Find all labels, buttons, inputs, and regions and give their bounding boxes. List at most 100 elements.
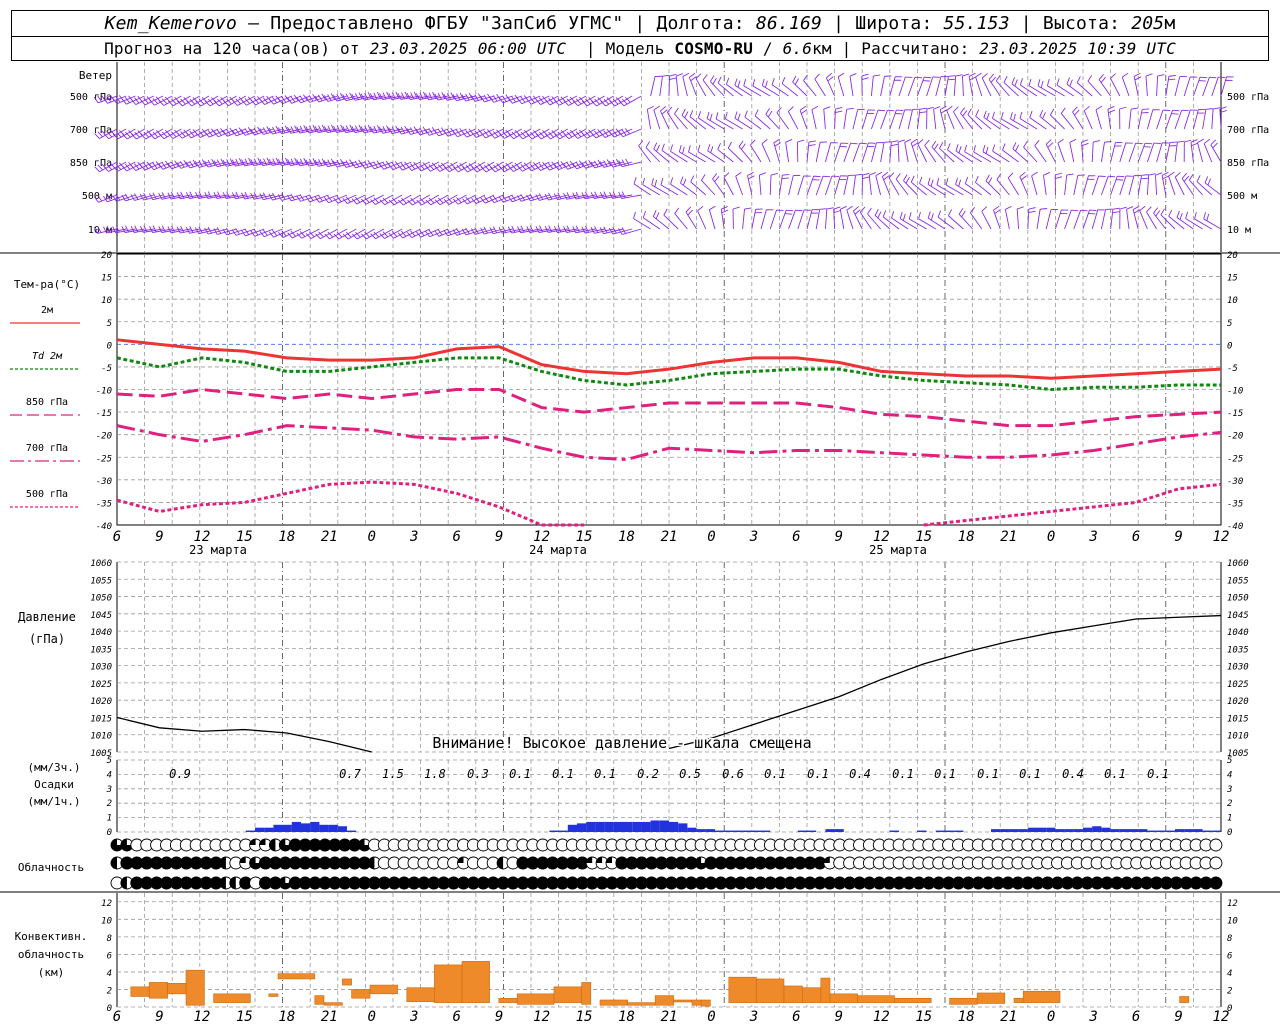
- wind-barb: [931, 140, 946, 163]
- wind-barb: [769, 173, 778, 196]
- conv-bar: [581, 982, 592, 1005]
- wind-barb: [674, 107, 688, 130]
- wind-barb: [823, 106, 831, 130]
- conv-x-tick: 12: [1213, 1009, 1230, 1024]
- wind-barb: [305, 124, 329, 134]
- wind-barb: [859, 206, 872, 230]
- wind-barb: [194, 159, 219, 168]
- wind-barb: [724, 111, 743, 130]
- precip-bar: [659, 820, 669, 832]
- precip-tick-left: 3: [106, 785, 112, 795]
- pressure-tick-right: 1035: [1227, 645, 1249, 655]
- wind-barb: [995, 74, 1010, 97]
- wind-barb: [462, 194, 486, 205]
- wind-barb: [480, 128, 504, 139]
- temp-legend-label: 700 гПа: [26, 443, 68, 454]
- precip-bar: [1009, 829, 1019, 832]
- wind-barb: [652, 209, 670, 230]
- precip-bar: [1027, 827, 1037, 832]
- wind-barb: [121, 225, 145, 234]
- wind-barb: [277, 95, 302, 105]
- wind-barb: [287, 157, 311, 167]
- wind-barb: [471, 194, 495, 204]
- precip-bar: [310, 821, 320, 832]
- wind-barb: [489, 194, 513, 204]
- wind-barb: [103, 161, 127, 172]
- conv-tick-left: 6: [107, 951, 112, 961]
- cloud-title: Облачность: [18, 861, 84, 874]
- temp-tick-right: 0: [1227, 341, 1232, 351]
- wind-barb: [323, 93, 348, 102]
- cloud-symbol: [694, 856, 708, 870]
- temp-title: Тем-ра(°С): [14, 278, 80, 291]
- wind-barb: [758, 172, 767, 196]
- wind-barb: [434, 127, 458, 137]
- precip-3h-total: 0.1: [552, 767, 574, 781]
- wind-barb: [379, 125, 403, 134]
- cloud-quarter: [586, 857, 593, 863]
- conv-tick-left: 12: [101, 899, 112, 909]
- wind-barb: [1185, 211, 1203, 230]
- precip-bar: [1184, 829, 1194, 832]
- conv-bar: [673, 999, 693, 1003]
- pressure-tick-left: 1020: [90, 697, 112, 707]
- conv-bar: [756, 978, 785, 1003]
- wind-barb: [498, 226, 522, 234]
- wind-barb: [891, 211, 909, 230]
- wind-barb: [688, 72, 698, 97]
- wind-barb: [880, 109, 895, 130]
- wind-barb: [103, 225, 127, 234]
- wind-barb: [651, 178, 670, 196]
- wind-barb: [870, 74, 881, 97]
- pressure-tick-left: 1035: [90, 645, 112, 655]
- precip-bar: [834, 829, 844, 832]
- wind-barb: [609, 191, 633, 199]
- wind-barb: [176, 191, 200, 200]
- precip-bar: [1046, 827, 1056, 832]
- wind-barb: [231, 127, 256, 137]
- pressure-tick-left: 1010: [90, 732, 112, 742]
- pressure-tick-right: 1060: [1227, 559, 1249, 569]
- cloud-threequarter: [249, 857, 262, 870]
- wind-barb: [1028, 78, 1047, 97]
- wind-barb: [815, 175, 831, 196]
- wind-barb: [213, 128, 237, 138]
- wind-barb: [332, 158, 357, 168]
- precip-3h-total: 0.2: [637, 767, 659, 781]
- wind-barb: [888, 172, 900, 196]
- precip-3h-total: 0.6: [722, 767, 744, 781]
- pressure-tick-right: 1055: [1227, 576, 1249, 586]
- wind-barb: [806, 209, 820, 230]
- precip-bar: [1000, 829, 1010, 832]
- wind-barb: [1176, 210, 1194, 230]
- wind-barb: [93, 194, 118, 203]
- precip-bar: [549, 830, 559, 832]
- temp-tick-right: 15: [1227, 274, 1238, 284]
- temp-x-tick: 9: [1174, 529, 1182, 545]
- cloud-quarter: [606, 857, 612, 863]
- wind-barb: [1004, 205, 1012, 230]
- pressure-tick-right: 1030: [1227, 663, 1249, 673]
- conv-x-tick: 9: [155, 1009, 163, 1024]
- wind-barb: [590, 159, 614, 169]
- pressure-tick-left: 1060: [90, 559, 112, 569]
- conv-tick-right: 10: [1227, 916, 1238, 926]
- wind-barb: [861, 73, 869, 97]
- wind-barb: [498, 194, 522, 203]
- wind-barb: [590, 191, 614, 200]
- wind-barb: [250, 157, 274, 167]
- cloud-half: [219, 877, 226, 889]
- temp-tick-left: 20: [101, 251, 112, 261]
- wind-barb: [717, 76, 734, 97]
- wind-level-label-right: 700 гПа: [1227, 125, 1269, 136]
- wind-barb: [681, 108, 697, 130]
- precip-bar: [577, 823, 587, 832]
- header-row-station: Kem_Kemerovo — Предоставлено ФГБУ "ЗапСи…: [12, 11, 1268, 37]
- precip-bar: [623, 821, 633, 832]
- wind-barb: [712, 173, 725, 196]
- cloud-half: [269, 839, 276, 851]
- wind-barb: [880, 75, 892, 97]
- temp-x-tick: 9: [835, 529, 843, 545]
- precip-3h-total: 0.7: [339, 767, 361, 781]
- wind-barb: [881, 171, 891, 196]
